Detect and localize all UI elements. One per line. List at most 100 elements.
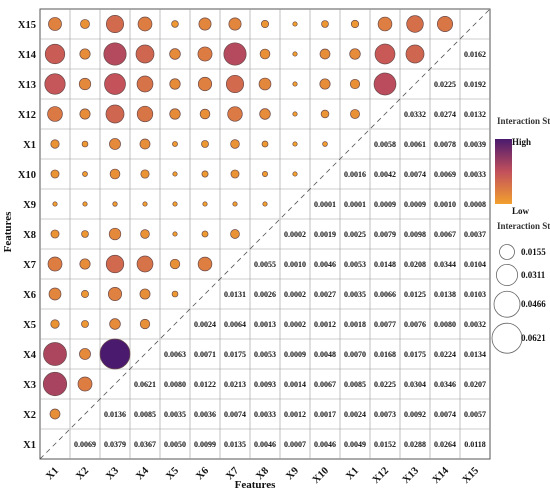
x-tick-label: X6 xyxy=(194,465,211,482)
x-tick-label: X14 xyxy=(431,465,452,486)
interaction-bubble xyxy=(79,108,91,120)
value-label: 0.0152 xyxy=(374,440,396,449)
interaction-bubble xyxy=(42,371,68,397)
value-label: 0.0122 xyxy=(194,380,216,389)
interaction-bubble xyxy=(227,106,243,122)
value-label: 0.0035 xyxy=(344,290,366,299)
value-label: 0.0070 xyxy=(344,350,366,359)
size-legend-label: 0.0621 xyxy=(521,333,546,343)
interaction-bubble xyxy=(322,141,328,147)
interaction-bubble xyxy=(136,105,154,123)
value-label: 0.0001 xyxy=(314,200,336,209)
value-label: 0.0001 xyxy=(344,200,366,209)
interaction-bubble xyxy=(81,230,89,238)
value-label: 0.0016 xyxy=(344,170,366,179)
value-label: 0.0066 xyxy=(374,290,396,299)
y-tick-label: X1 xyxy=(23,140,36,151)
interaction-bubble xyxy=(108,227,122,241)
x-axis-title: Features xyxy=(235,479,276,491)
interaction-bubble xyxy=(50,139,60,149)
interaction-bubble xyxy=(169,48,181,60)
size-legend-label: 0.0155 xyxy=(521,247,546,257)
interaction-bubble xyxy=(258,77,272,91)
interaction-bubble xyxy=(197,256,213,272)
interaction-bubble xyxy=(81,140,89,148)
x-tick-label: X5 xyxy=(164,465,181,482)
interaction-bubble xyxy=(172,201,178,207)
interaction-bubble xyxy=(80,19,90,29)
interaction-bubble xyxy=(350,19,360,29)
value-label: 0.0162 xyxy=(464,50,486,59)
value-label: 0.0024 xyxy=(344,410,366,419)
value-label: 0.0332 xyxy=(404,110,426,119)
y-axis-title: Features xyxy=(2,211,14,252)
y-tick-label: X5 xyxy=(23,320,36,331)
interaction-bubble xyxy=(201,140,209,148)
value-label: 0.0046 xyxy=(314,260,336,269)
value-label: 0.0014 xyxy=(284,380,306,389)
value-label: 0.0148 xyxy=(374,260,396,269)
value-label: 0.0053 xyxy=(344,260,366,269)
interaction-bubble xyxy=(142,201,148,207)
interaction-bubble xyxy=(171,290,179,298)
value-label: 0.0379 xyxy=(104,440,126,449)
interaction-bubble xyxy=(44,43,66,65)
value-label: 0.0135 xyxy=(224,440,246,449)
interaction-bubble xyxy=(44,73,66,95)
bubble-layer xyxy=(42,14,454,420)
interaction-bubble xyxy=(230,139,240,149)
size-legend-label: 0.0466 xyxy=(521,299,546,309)
interaction-bubble xyxy=(349,48,361,60)
interaction-bubble xyxy=(108,287,122,301)
interaction-bubble xyxy=(50,169,60,179)
value-label: 0.0067 xyxy=(314,380,336,389)
interaction-bubble xyxy=(262,201,268,207)
x-tick-label: X15 xyxy=(461,465,482,486)
value-label: 0.0018 xyxy=(344,320,366,329)
interaction-bubble xyxy=(109,168,121,180)
x-tick-label: X9 xyxy=(284,465,301,482)
value-label: 0.0175 xyxy=(224,350,246,359)
value-label: 0.0007 xyxy=(284,440,306,449)
value-label: 0.0069 xyxy=(434,170,456,179)
value-label: 0.0085 xyxy=(134,410,156,419)
value-label: 0.0080 xyxy=(434,320,456,329)
size-legend-circle xyxy=(493,290,521,318)
value-label: 0.0136 xyxy=(104,410,126,419)
value-label: 0.0025 xyxy=(344,230,366,239)
interaction-bubble xyxy=(169,108,181,120)
value-label: 0.0009 xyxy=(374,200,396,209)
value-label: 0.0073 xyxy=(374,410,396,419)
y-tick-label: X3 xyxy=(23,380,36,391)
interaction-bubble xyxy=(230,169,240,179)
interaction-bubble xyxy=(104,73,126,95)
value-label: 0.0078 xyxy=(434,140,456,149)
size-legend-circle xyxy=(495,263,519,287)
interaction-bubble xyxy=(79,48,91,60)
value-label: 0.0058 xyxy=(374,140,396,149)
interaction-bubble xyxy=(223,42,247,66)
interaction-bubble xyxy=(47,106,63,122)
interaction-bubble xyxy=(50,229,60,239)
interaction-bubble xyxy=(197,46,213,62)
value-label: 0.0103 xyxy=(464,290,486,299)
interaction-bubble xyxy=(82,201,88,207)
value-label: 0.0009 xyxy=(284,350,306,359)
value-label: 0.0019 xyxy=(314,230,336,239)
value-label: 0.0039 xyxy=(464,140,486,149)
color-legend-high-label: High xyxy=(512,137,531,147)
interaction-bubble xyxy=(230,229,240,239)
interaction-bubble xyxy=(50,319,60,329)
interaction-bubble xyxy=(140,229,150,239)
value-label: 0.0027 xyxy=(314,290,336,299)
value-label: 0.0092 xyxy=(404,410,426,419)
value-label: 0.0274 xyxy=(434,110,456,119)
diagonal-line xyxy=(39,8,491,460)
value-label-layer: 0.0069 0.0379 0.0367 0.0050 0.0099 0.0135 0.00… xyxy=(74,50,486,449)
value-label: 0.0002 xyxy=(284,320,306,329)
interaction-bubble xyxy=(135,44,155,64)
size-legend-circle xyxy=(499,244,515,260)
value-label: 0.0048 xyxy=(314,350,336,359)
value-label: 0.0304 xyxy=(404,380,426,389)
color-legend-bar xyxy=(495,139,512,204)
